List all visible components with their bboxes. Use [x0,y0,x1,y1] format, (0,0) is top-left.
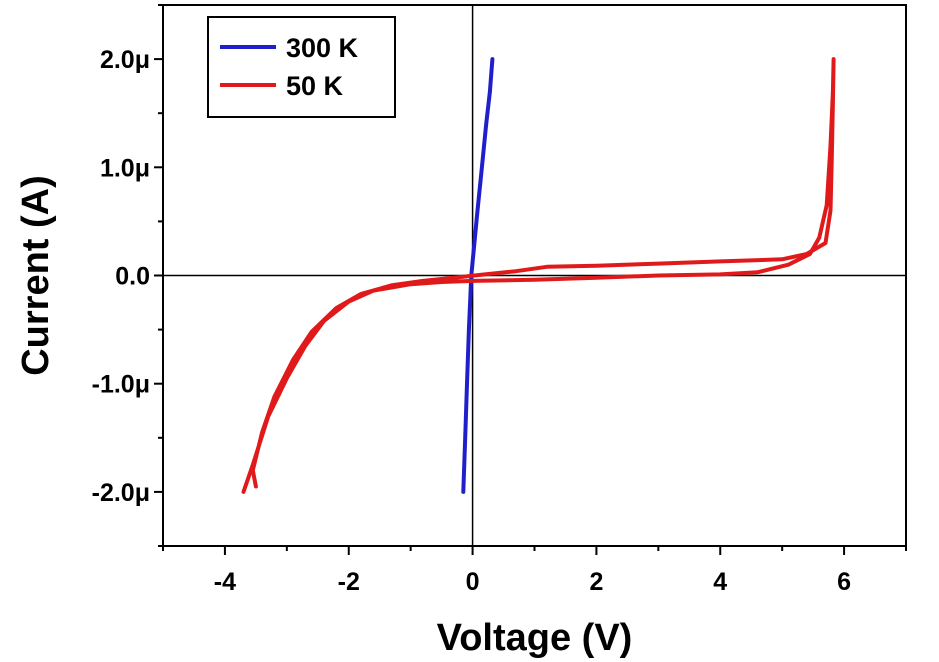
series-line-300-k [461,57,495,494]
legend: 300 K 50 K [207,16,396,118]
x-tick-label: -2 [338,568,360,596]
axes-layer: -4 -2 0 2 4 6 -2.0μ -1.0μ 0.0 1.0μ 2.0μ [92,4,907,596]
x-tick-label: -4 [214,568,236,596]
y-tick-label: 2.0μ [100,46,150,74]
y-tick-label: -1.0μ [92,371,150,399]
x-tick-label: 2 [589,568,603,596]
x-tick-label: 0 [466,568,480,596]
series-layer [241,57,836,494]
y-axis-title: Current (A) [15,175,57,376]
x-tick-label: 4 [713,568,727,596]
y-tick-label: 0.0 [115,263,150,291]
y-tick-label: -2.0μ [92,479,150,507]
x-axis-title: Voltage (V) [437,617,633,659]
y-tick-label: 1.0μ [100,154,150,182]
legend-label: 300 K [286,33,359,63]
series-line-50-k [241,57,836,494]
x-tick-label: 6 [837,568,851,596]
legend-box [207,16,396,118]
legend-label: 50 K [286,71,344,101]
